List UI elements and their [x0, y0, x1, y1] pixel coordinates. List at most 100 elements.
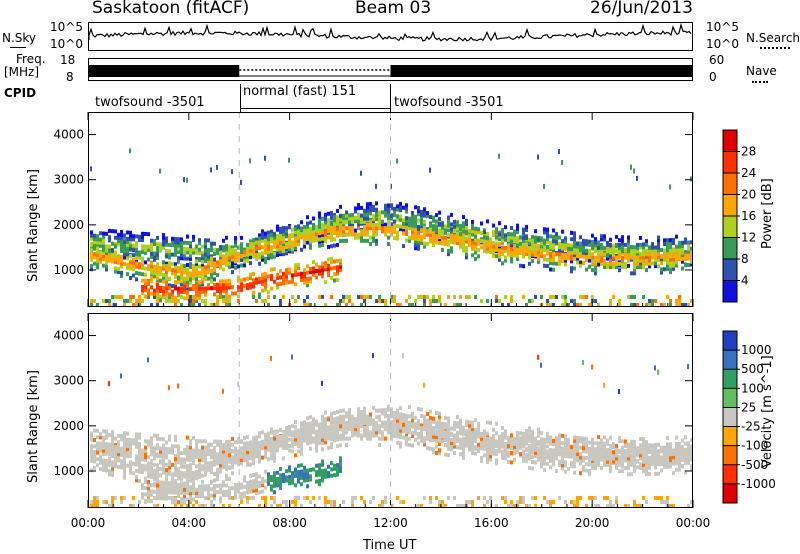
heatmap-cell: [516, 242, 519, 247]
heatmap-cell: [510, 256, 513, 261]
heatmap-cell: [162, 454, 165, 459]
heatmap-cell: [405, 222, 408, 227]
heatmap-cell: [144, 288, 147, 293]
heatmap-cell: [156, 295, 159, 300]
heatmap-cell: [258, 490, 261, 495]
heatmap-cell: [159, 245, 162, 250]
heatmap-cell: [516, 253, 519, 258]
heatmap-cell: [471, 438, 474, 443]
heatmap-cell: [135, 277, 138, 282]
heatmap-cell: [198, 270, 201, 275]
heatmap-cell: [201, 458, 204, 463]
heatmap-cell: [138, 460, 141, 465]
heatmap-cell: [420, 234, 423, 239]
heatmap-cell: [108, 303, 111, 307]
heatmap-cell: [561, 252, 564, 257]
heatmap-cell: [201, 490, 204, 495]
heatmap-cell: [189, 448, 192, 453]
heatmap-cell: [213, 271, 216, 276]
heatmap-cell: [318, 224, 321, 229]
heatmap-cell: [465, 255, 468, 260]
heatmap-cell: [549, 251, 552, 256]
heatmap-cell: [489, 237, 492, 242]
heatmap-cell: [300, 469, 303, 474]
heatmap-cell: [201, 448, 204, 453]
heatmap-cell: [573, 256, 576, 261]
heatmap-cell: [309, 500, 312, 504]
heatmap-cell: [231, 464, 234, 469]
heatmap-cell: [186, 488, 189, 493]
heatmap-cell: [558, 459, 561, 464]
heatmap-cell: [96, 237, 99, 242]
heatmap-cell: [288, 478, 291, 483]
heatmap-cell: [354, 219, 357, 224]
heatmap-cell: [246, 447, 249, 452]
heatmap-cell: [348, 436, 351, 441]
heatmap-cell: [183, 177, 185, 183]
heatmap-cell: [108, 452, 111, 457]
heatmap-cell: [357, 203, 360, 208]
heatmap-cell: [291, 438, 294, 443]
heatmap-cell: [216, 289, 219, 294]
heatmap-cell: [429, 239, 432, 244]
heatmap-cell: [309, 474, 312, 479]
heatmap-cell: [333, 272, 336, 277]
heatmap-cell: [267, 441, 270, 446]
heatmap-cell: [411, 418, 414, 423]
heatmap-cell: [237, 275, 240, 280]
heatmap-cell: [594, 268, 597, 273]
heatmap-cell: [363, 226, 366, 231]
heatmap-cell: [147, 282, 150, 287]
heatmap-cell: [519, 244, 522, 249]
heatmap-cell: [513, 235, 516, 240]
heatmap-cell: [573, 234, 576, 239]
heatmap-cell: [297, 479, 300, 484]
heatmap-cell: [390, 436, 393, 441]
heatmap-cell: [216, 164, 218, 170]
heatmap-cell: [273, 295, 276, 299]
heatmap-cell: [450, 249, 453, 254]
heatmap-cell: [216, 455, 219, 460]
heatmap-cell: [522, 248, 525, 253]
nave-label: Nave: [746, 64, 777, 78]
heatmap-cell: [375, 226, 378, 231]
heatmap-cell: [618, 252, 621, 257]
heatmap-cell: [309, 421, 312, 426]
heatmap-cell: [135, 261, 138, 266]
heatmap-cell: [279, 504, 282, 508]
heatmap-cell: [192, 270, 195, 275]
heatmap-cell: [258, 431, 261, 436]
heatmap-cell: [396, 230, 399, 235]
heatmap-cell: [183, 270, 186, 275]
heatmap-cell: [492, 223, 495, 228]
heatmap-cell: [492, 435, 495, 440]
heatmap-cell: [579, 248, 582, 253]
heatmap-cell: [150, 261, 153, 266]
heatmap-cell: [288, 267, 291, 272]
heatmap-cell: [342, 500, 345, 504]
heatmap-cell: [162, 490, 165, 495]
heatmap-cell: [105, 245, 108, 250]
heatmap-cell: [366, 436, 369, 441]
heatmap-cell: [411, 303, 414, 307]
heatmap-cell: [480, 230, 483, 235]
heatmap-cell: [120, 264, 123, 269]
heatmap-cell: [597, 240, 600, 245]
heatmap-cell: [174, 438, 177, 443]
heatmap-cell: [447, 440, 450, 445]
heatmap-cell: [459, 425, 462, 430]
heatmap-cell: [156, 248, 159, 253]
heatmap-cell: [402, 227, 405, 232]
heatmap-cell: [423, 232, 426, 237]
heatmap-cell: [147, 278, 150, 283]
heatmap-cell: [330, 260, 333, 265]
heatmap-cell: [393, 229, 396, 234]
heatmap-cell: [609, 237, 612, 242]
heatmap-cell: [468, 233, 471, 238]
heatmap-cell: [129, 263, 132, 268]
heatmap-cell: [213, 493, 216, 498]
heatmap-cell: [201, 299, 204, 304]
heatmap-cell: [174, 299, 177, 303]
heatmap-cell: [120, 236, 123, 241]
heatmap-cell: [507, 444, 510, 449]
